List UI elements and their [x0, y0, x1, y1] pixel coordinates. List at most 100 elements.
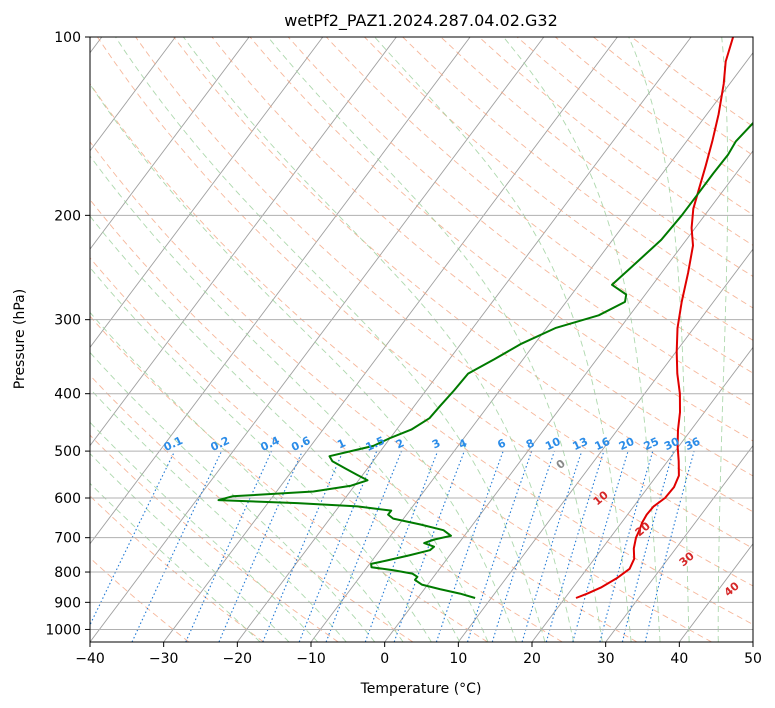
- moist-adiabat-line: [90, 453, 290, 642]
- mixing-ratio-line: [599, 450, 654, 642]
- dry-adiabat-label: -10: [69, 418, 93, 441]
- x-tick-label: −10: [296, 651, 326, 667]
- moist-adiabat-line: [90, 83, 517, 642]
- dry-adiabat-line: [90, 374, 414, 642]
- mixing-ratio-label: 16: [593, 435, 613, 453]
- moist-adiabat-line: [183, 37, 575, 642]
- mixing-ratio-label: 25: [642, 435, 661, 453]
- mixing-ratio-line: [262, 450, 344, 642]
- dry-adiabat-line: [97, 37, 753, 587]
- moist-adiabat-line: [267, 37, 603, 642]
- dry-adiabat-line: [90, 83, 753, 625]
- x-tick-label: 10: [449, 651, 467, 667]
- mixing-ratio-line: [325, 450, 403, 642]
- mixing-ratio-line: [491, 450, 555, 642]
- y-tick-label: 300: [54, 313, 81, 329]
- isotherm-line: [310, 51, 753, 642]
- y-tick-label: 700: [54, 531, 81, 547]
- isotherm-line: [236, 37, 692, 642]
- x-tick-label: −20: [223, 651, 253, 667]
- mixing-ratio-line: [393, 450, 465, 642]
- y-tick-label: 900: [54, 595, 81, 611]
- mixing-ratio-line: [218, 450, 303, 642]
- dry-adiabat-line: [90, 141, 712, 642]
- isotherm-line: [457, 248, 753, 642]
- dry-adiabat-line: [211, 37, 753, 477]
- isotherm-line: [531, 346, 753, 642]
- isotherm-line: [90, 37, 545, 642]
- dry-adiabat-line: [402, 37, 753, 309]
- background-lines: [90, 37, 753, 642]
- mixing-ratio-label: 10: [543, 435, 563, 453]
- mixing-ratio-line: [621, 450, 674, 642]
- x-tick-label: −40: [75, 651, 105, 667]
- dewpoint-line: [217, 121, 753, 599]
- profile-lines: [217, 37, 753, 599]
- y-tick-label: 1000: [45, 622, 81, 638]
- moist-adiabat-line: [90, 215, 461, 642]
- plot-area: [90, 37, 753, 642]
- mixing-ratio-line: [644, 450, 695, 642]
- y-tick-label: 400: [54, 387, 81, 403]
- moist-adiabat-line: [90, 351, 376, 642]
- moist-adiabat-line: [90, 388, 347, 642]
- mixing-ratio-label: 20: [617, 435, 637, 453]
- isotherm-line: [90, 37, 471, 545]
- x-tick-label: 30: [597, 651, 615, 667]
- moist-adiabat-line: [374, 37, 632, 642]
- moist-adiabat-line: [628, 37, 690, 642]
- dry-adiabat-line: [173, 37, 753, 513]
- moist-adiabat-line: [90, 311, 404, 642]
- pressure-gridlines: [90, 37, 753, 630]
- mixing-ratio-label: 30: [662, 435, 682, 453]
- isotherm-line: [90, 37, 324, 349]
- mixing-ratio-line: [572, 450, 629, 642]
- moist-adiabat-line: [90, 266, 432, 642]
- isotherm-line: [163, 37, 618, 642]
- y-tick-label: 500: [54, 444, 81, 460]
- isotherm-line: [605, 444, 753, 642]
- x-tick-label: 20: [523, 651, 541, 667]
- mixing-ratio-label: 13: [571, 435, 590, 453]
- y-tick-label: 600: [54, 491, 81, 507]
- y-tick-label: 100: [54, 30, 81, 46]
- isotherm-line: [90, 37, 176, 152]
- y-axis-title: Pressure (hPa): [12, 289, 28, 389]
- dry-adiabat-line: [135, 37, 753, 549]
- y-tick-label: 800: [54, 565, 81, 581]
- isotherm-line: [384, 150, 753, 642]
- mixing-ratio-line: [90, 450, 176, 627]
- isotherm-line: [90, 37, 397, 447]
- isotherm-line: [752, 641, 753, 642]
- chart-title: wetPf2_PAZ1.2024.287.04.02.G32: [284, 11, 558, 31]
- moist-adiabat-line: [90, 482, 261, 642]
- y-tick-label: 200: [54, 208, 81, 224]
- mixing-ratio-line: [521, 450, 583, 642]
- dry-adiabat-line: [90, 257, 563, 642]
- dry-adiabat-line: [364, 37, 753, 341]
- y-axis-ticks: 100 200 300 400 500 600 700 800 900 1000: [45, 30, 90, 638]
- dry-adiabat-label: -20: [0, 384, 4, 407]
- mixing-ratio-line: [435, 450, 504, 642]
- temperature-line: [575, 37, 735, 599]
- mixing-ratio-line: [466, 450, 533, 642]
- mixing-ratio-line: [185, 450, 273, 642]
- x-tick-label: 40: [670, 651, 688, 667]
- mixing-ratio-line: [364, 450, 439, 642]
- x-tick-label: 0: [380, 651, 389, 667]
- moist-adiabat-line: [717, 37, 729, 642]
- x-axis-title: Temperature (°C): [360, 681, 482, 697]
- moist-adiabat-line: [503, 37, 661, 642]
- moist-adiabat-line: [90, 421, 319, 642]
- x-tick-label: −30: [149, 651, 179, 667]
- dry-adiabat-line: [249, 37, 753, 442]
- dry-adiabat-line: [90, 198, 638, 642]
- x-axis-ticks: −40 −30 −20 −10 0 10 20 30 40 50: [75, 642, 762, 667]
- mixing-ratio-label: 36: [683, 435, 703, 453]
- moist-adiabat-line: [90, 155, 489, 642]
- x-tick-label: 50: [744, 651, 762, 667]
- moist-adiabat-line: [115, 37, 546, 642]
- plot-frame: [89, 36, 754, 643]
- mixing-ratio-line: [545, 450, 605, 642]
